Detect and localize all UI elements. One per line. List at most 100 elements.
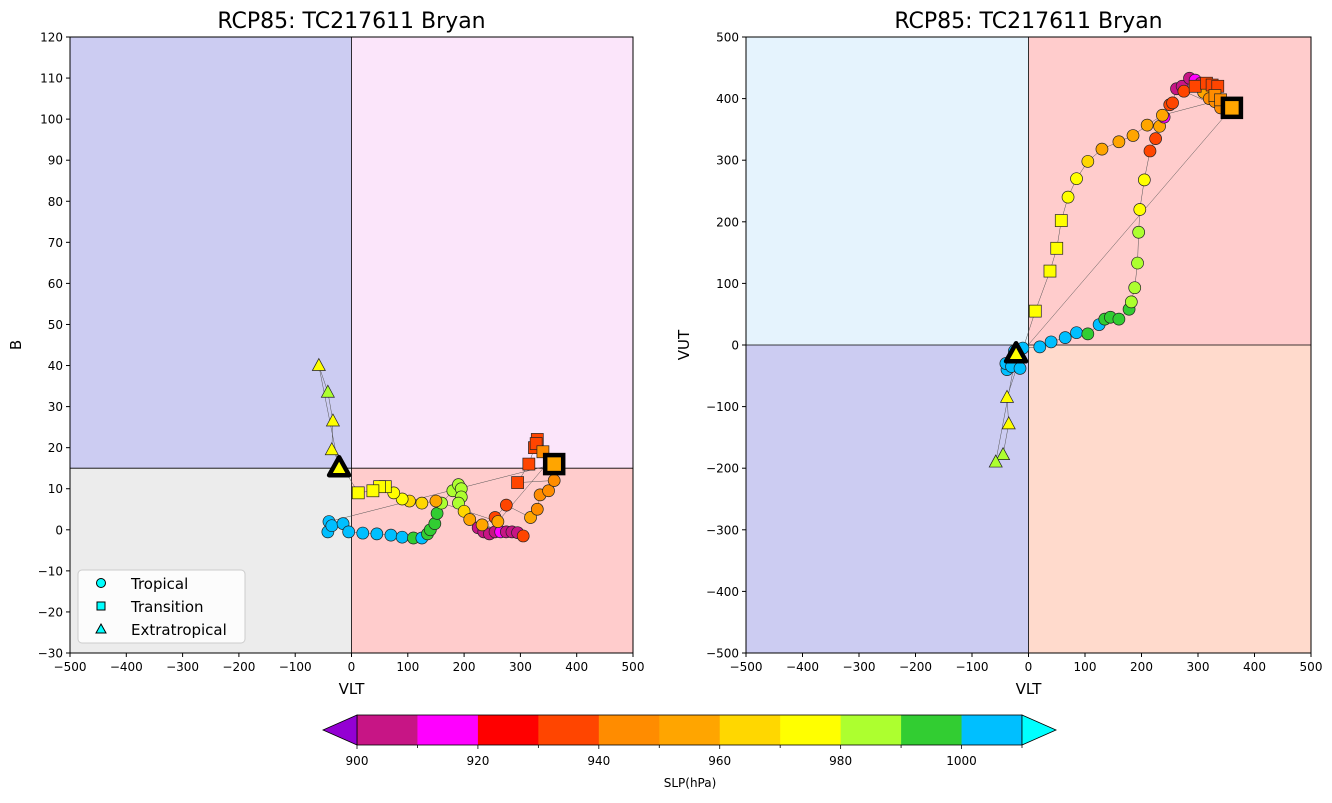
transition-point: [366, 484, 380, 498]
x-tick-label: −200: [899, 660, 932, 674]
transition-point: [351, 486, 365, 500]
transition-point: [1028, 304, 1042, 318]
y-tick-label: −200: [706, 462, 739, 476]
y-axis-ticks: −500 −400 −300 −200 −100 0 100 200 300 400 500: [706, 31, 746, 661]
x-axis-ticks: −500 −400 −300 −200 −100 0 100 200 300 400 500: [730, 653, 1323, 674]
tropical-point: [384, 528, 398, 542]
extratropical-point: [988, 454, 1003, 468]
tropical-point: [1128, 281, 1142, 295]
colorbar-tick-label: 980: [829, 754, 852, 768]
tropical-point: [1112, 312, 1126, 326]
colorbar-tick-label: 1000: [946, 754, 977, 768]
tropical-point: [1013, 362, 1027, 375]
legend-transition-label: Transition: [130, 598, 204, 616]
track-endpoints: [326, 452, 566, 478]
x-tick-label: −500: [730, 660, 763, 674]
colorbar-bin: [659, 715, 721, 745]
x-tick-label: 0: [348, 660, 356, 674]
quadrant-backgrounds: [70, 37, 633, 653]
x-tick-label: 200: [1130, 660, 1153, 674]
y-tick-label: −300: [706, 523, 739, 537]
colorbar: 900 920 940 960 980 1000 SLP(hPa): [322, 714, 1057, 790]
quadrant-lower-right: [1028, 345, 1311, 653]
tropical-point: [395, 530, 409, 544]
tropical-point: [415, 496, 429, 510]
extratropical-point: [1001, 416, 1016, 430]
chart-title: RCP85: TC217611 Bryan: [217, 9, 485, 34]
x-tick-label: −400: [786, 660, 819, 674]
tropical-point: [1081, 155, 1095, 168]
y-tick-label: −30: [38, 647, 63, 661]
x-tick-label: 400: [565, 660, 588, 674]
tropical-point: [428, 517, 442, 530]
x-tick-label: −500: [54, 660, 87, 674]
legend-extratropical-label: Extratropical: [131, 621, 227, 639]
transition-point: [1050, 241, 1064, 255]
y-tick-label: 100: [716, 277, 739, 291]
divider-lines: [746, 37, 1311, 653]
transition-point: [1188, 79, 1202, 93]
chart-b-vs-vlt: −500 −400 −300 −200 −100 0 100 200 300 400 500 −30…: [7, 9, 644, 698]
extratropical-point: [324, 441, 339, 456]
legend-tropical-marker: [96, 578, 106, 588]
quadrant-upper-left: [70, 37, 352, 469]
tropical-point: [475, 518, 489, 532]
y-tick-label: 120: [40, 31, 63, 45]
tropical-point: [542, 484, 555, 498]
tropical-point: [1166, 96, 1179, 110]
colorbar-bin: [961, 715, 1023, 745]
colorbar-bin: [901, 715, 963, 745]
tropical-point: [463, 513, 477, 526]
quadrant-backgrounds: [746, 37, 1311, 653]
x-tick-label: −300: [166, 660, 199, 674]
transition-point: [522, 457, 536, 471]
y-tick-label: 500: [716, 31, 739, 45]
legend-extratropical-marker: [95, 622, 107, 634]
colorbar-bin: [780, 715, 842, 745]
tropical-point: [516, 529, 530, 543]
x-tick-label: −300: [843, 660, 876, 674]
tropical-point: [1070, 326, 1083, 340]
y-tick-label: 0: [55, 523, 63, 537]
x-tick-label: 400: [1243, 660, 1266, 674]
x-tick-label: 200: [453, 660, 476, 674]
colorbar-bin: [719, 715, 781, 745]
legend-box: [77, 569, 246, 644]
tropical-point: [1149, 132, 1162, 145]
x-tick-label: 500: [1300, 660, 1323, 674]
x-tick-label: 300: [1187, 660, 1210, 674]
track-endpoints: [1003, 96, 1244, 364]
y-tick-label: −500: [706, 647, 739, 661]
y-tick-label: 300: [716, 154, 739, 168]
tropical-point: [1132, 225, 1146, 239]
transition-point: [1043, 264, 1057, 278]
x-tick-label: −400: [110, 660, 143, 674]
colorbar-label: SLP(hPa): [664, 776, 717, 790]
x-tick-label: −100: [956, 660, 989, 674]
track-start-marker: [542, 452, 566, 476]
tropical-point: [1156, 108, 1169, 122]
x-tick-label: 100: [396, 660, 419, 674]
quadrant-upper-left: [746, 37, 1029, 345]
tropical-point: [1140, 118, 1154, 132]
track-end-marker: [1003, 340, 1029, 364]
colorbar-ticks: 900 920 940 960 980 1000: [346, 745, 1023, 768]
x-axis-label: VLT: [339, 680, 366, 698]
y-tick-label: 20: [48, 441, 63, 455]
y-tick-label: −400: [706, 585, 739, 599]
tropical-point: [1061, 190, 1075, 204]
quadrant-lower-left: [746, 345, 1029, 653]
y-tick-label: 200: [716, 215, 739, 229]
colorbar-bin: [840, 715, 902, 745]
tropical-point: [1044, 335, 1058, 349]
tropical-point: [1177, 84, 1191, 98]
x-tick-label: −100: [279, 660, 312, 674]
tropical-point: [429, 494, 443, 508]
tropical-point: [370, 527, 384, 541]
tropical-point: [1133, 203, 1147, 216]
colorbar-bin: [538, 715, 600, 745]
extratropical-point: [320, 384, 335, 398]
tropical-point: [1095, 142, 1109, 156]
data-points: [311, 357, 561, 545]
